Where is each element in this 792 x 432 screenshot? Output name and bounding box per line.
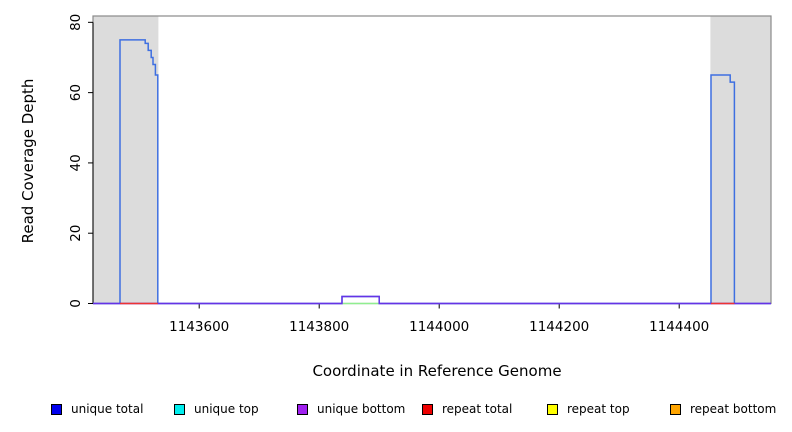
y-tick-label: 20 [68,225,84,242]
legend-label: repeat total [442,402,513,416]
legend-item: repeat total [422,400,512,418]
shaded-region [710,16,771,304]
legend-item: repeat bottom [670,400,776,418]
legend-item: unique bottom [297,400,405,418]
legend-label: unique top [194,402,259,416]
legend-label: repeat top [567,402,630,416]
shaded-region [93,16,159,304]
legend-item: unique total [51,400,143,418]
legend-label: repeat bottom [690,402,777,416]
series-line-unique-total [93,39,771,305]
legend-label: unique total [71,402,144,416]
x-tick-label: 1143800 [289,319,349,335]
legend-swatch-repeat-top [547,403,558,415]
legend-swatch-unique-total [51,403,62,415]
y-tick-label: 60 [68,84,84,101]
plot-border [92,15,772,305]
y-axis-title: Read Coverage Depth [19,78,37,244]
x-tick-label: 1143600 [169,319,229,335]
x-tick-label: 1144200 [529,319,589,335]
legend-swatch-repeat-bottom [670,403,681,415]
y-tick-label: 40 [68,154,84,171]
legend-item: repeat top [547,400,630,418]
y-tick-label: 0 [68,299,84,308]
legend-swatch-unique-top [174,403,185,415]
legend-swatch-repeat-total [422,403,433,415]
x-axis-title: Coordinate in Reference Genome [312,362,562,380]
legend-item: unique top [174,400,259,418]
series-line-unique-bottom [93,295,771,305]
legend-label: unique bottom [317,402,406,416]
legend: unique total unique top unique bottom repea… [0,400,792,420]
y-tick-label: 80 [68,14,84,31]
x-tick-label: 1144000 [409,319,469,335]
legend-swatch-unique-bottom [297,403,308,415]
x-tick-label: 1144400 [649,319,709,335]
